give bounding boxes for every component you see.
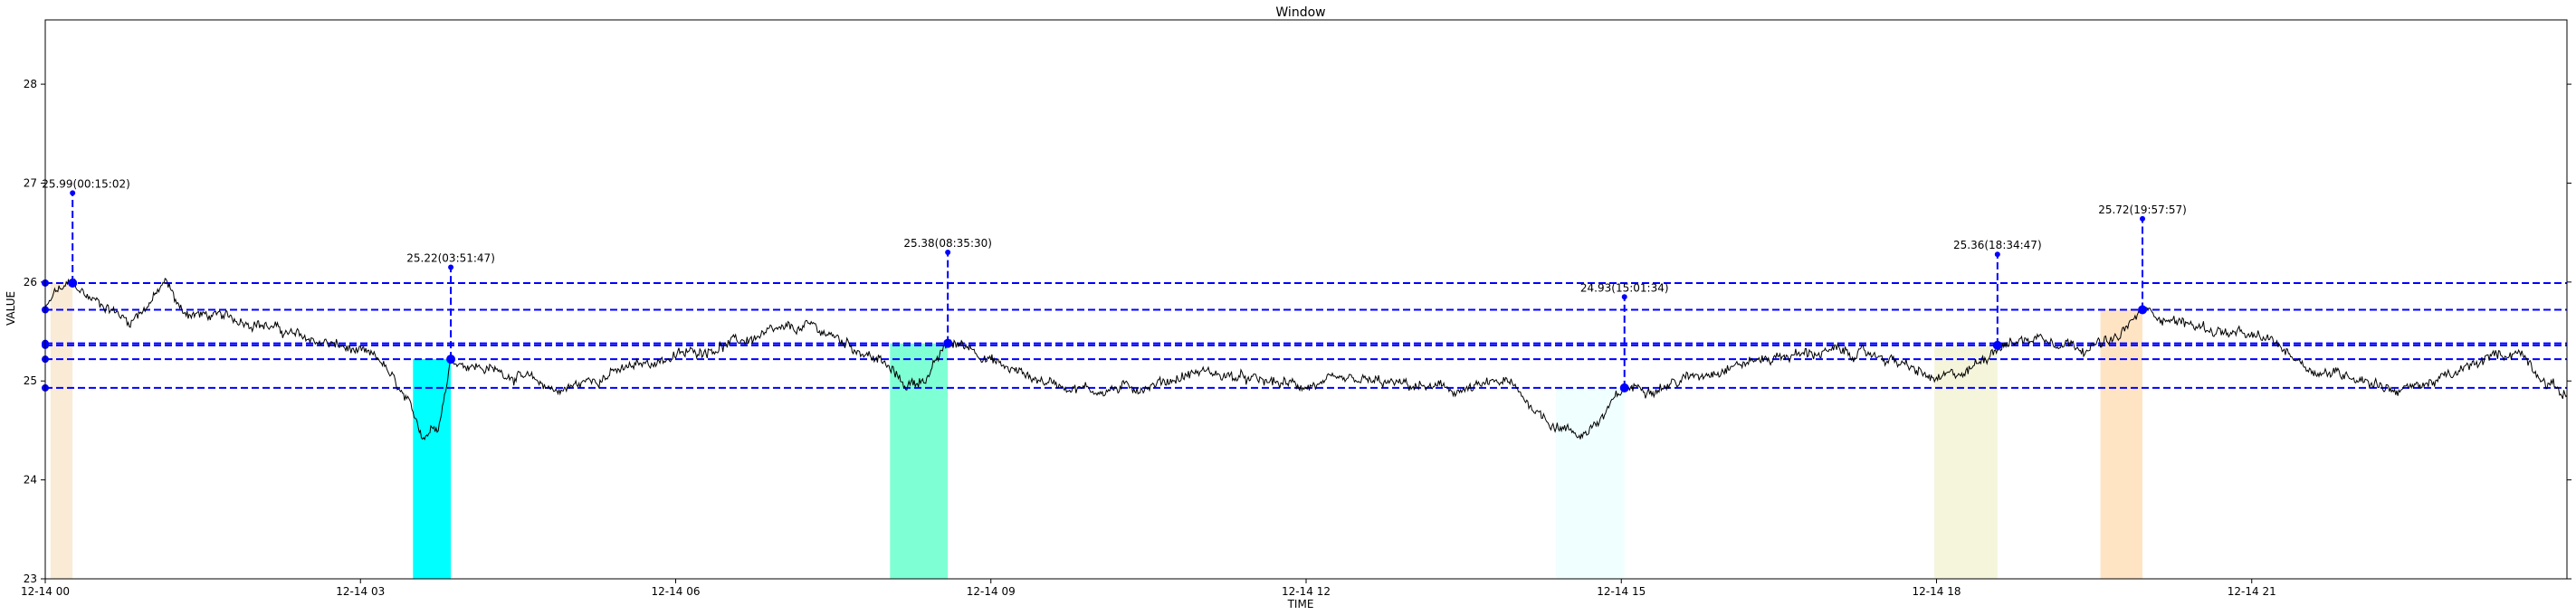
plot-frame xyxy=(44,19,2568,580)
label-marker-1 xyxy=(448,264,454,270)
x-tick-label-1: 12-14 03 xyxy=(336,585,385,598)
axes-ticks: 12-14 00 12-14 03 12-14 06 12-14 09 12-14 12… xyxy=(21,78,2571,598)
x-tick-label-2: 12-14 06 xyxy=(652,585,701,598)
y-tick-label-3: 26 xyxy=(24,276,37,289)
x-tick-label-6: 12-14 18 xyxy=(1913,585,1961,598)
label-marker-0 xyxy=(70,190,76,196)
x-axis-label: TIME xyxy=(1287,598,1314,610)
point-marker-4 xyxy=(1992,340,2002,350)
label-marker-5 xyxy=(2140,215,2146,222)
y-tick-label-1: 24 xyxy=(24,474,37,487)
x-tick-label-4: 12-14 12 xyxy=(1282,585,1331,598)
shaded-region-5 xyxy=(2100,309,2143,579)
point-marker-1 xyxy=(446,355,456,364)
shaded-region-4 xyxy=(1934,345,1998,579)
x-tick-label-0: 12-14 00 xyxy=(21,585,70,598)
shaded-regions xyxy=(50,282,2143,579)
shaded-region-0 xyxy=(50,282,73,579)
point-marker-0 xyxy=(68,278,78,288)
point-marker-5 xyxy=(2138,305,2148,315)
series-line xyxy=(44,278,2568,441)
annotation-labels: 25.99(00:15:02) 25.22(03:51:47) 25.38(08:3… xyxy=(42,177,2187,294)
point-marker-3 xyxy=(1619,383,1629,393)
annotation-markers xyxy=(42,190,2148,393)
annotation-label-1: 25.22(03:51:47) xyxy=(406,251,495,264)
annotation-label-4: 25.36(18:34:47) xyxy=(1953,239,2042,251)
annotation-label-3: 24.93(15:01:34) xyxy=(1580,281,1669,294)
annotation-label-5: 25.72(19:57:57) xyxy=(2098,203,2187,216)
label-marker-2 xyxy=(945,250,951,256)
y-tick-label-5: 28 xyxy=(24,78,37,90)
y-axis-label: VALUE xyxy=(5,291,17,326)
y-tick-label-0: 23 xyxy=(24,572,37,585)
y-tick-label-2: 25 xyxy=(24,374,37,387)
y-tick-label-4: 27 xyxy=(24,176,37,189)
shaded-region-3 xyxy=(1556,387,1625,579)
x-tick-label-5: 12-14 15 xyxy=(1597,585,1646,598)
annotation-label-2: 25.38(08:35:30) xyxy=(903,237,992,250)
x-tick-label-7: 12-14 21 xyxy=(2228,585,2276,598)
chart-title: Window xyxy=(1275,5,1325,20)
label-marker-3 xyxy=(1621,294,1627,300)
guide-lines xyxy=(45,193,2567,389)
annotation-label-0: 25.99(00:15:02) xyxy=(42,177,130,190)
x-tick-label-3: 12-14 09 xyxy=(967,585,1016,598)
point-marker-2 xyxy=(943,338,953,348)
label-marker-4 xyxy=(1994,251,2000,258)
